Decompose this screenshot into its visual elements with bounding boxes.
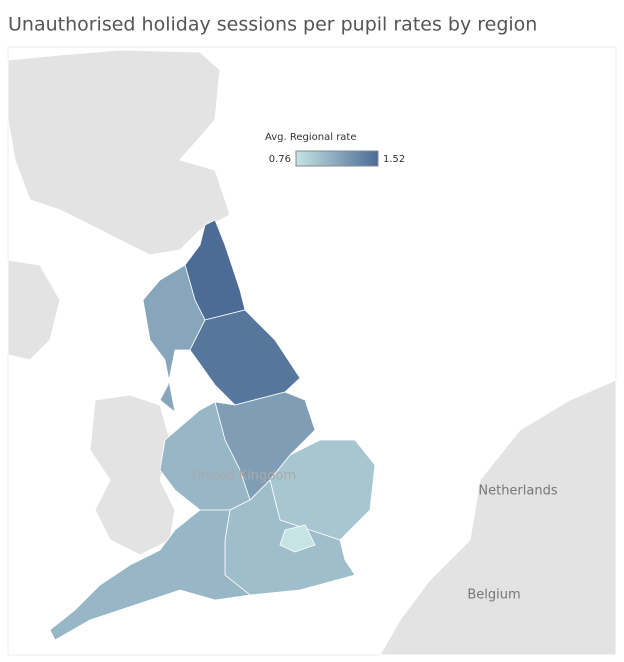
title: Unauthorised holiday sessions per pupil … <box>8 14 537 36</box>
basemap <box>7 49 617 656</box>
region[interactable] <box>279 524 316 553</box>
map-label: United Kingdom <box>192 469 296 484</box>
legend-bar <box>295 150 379 167</box>
regions <box>49 219 376 641</box>
region[interactable] <box>49 509 251 641</box>
legend-min: 0.76 <box>269 154 291 165</box>
ireland <box>7 259 61 361</box>
map-label: Belgium <box>467 588 520 603</box>
legend-title: Avg. Regional rate <box>265 132 357 143</box>
legend-max: 1.52 <box>383 154 405 165</box>
continent <box>379 379 617 656</box>
map-label: Netherlands <box>478 484 557 499</box>
